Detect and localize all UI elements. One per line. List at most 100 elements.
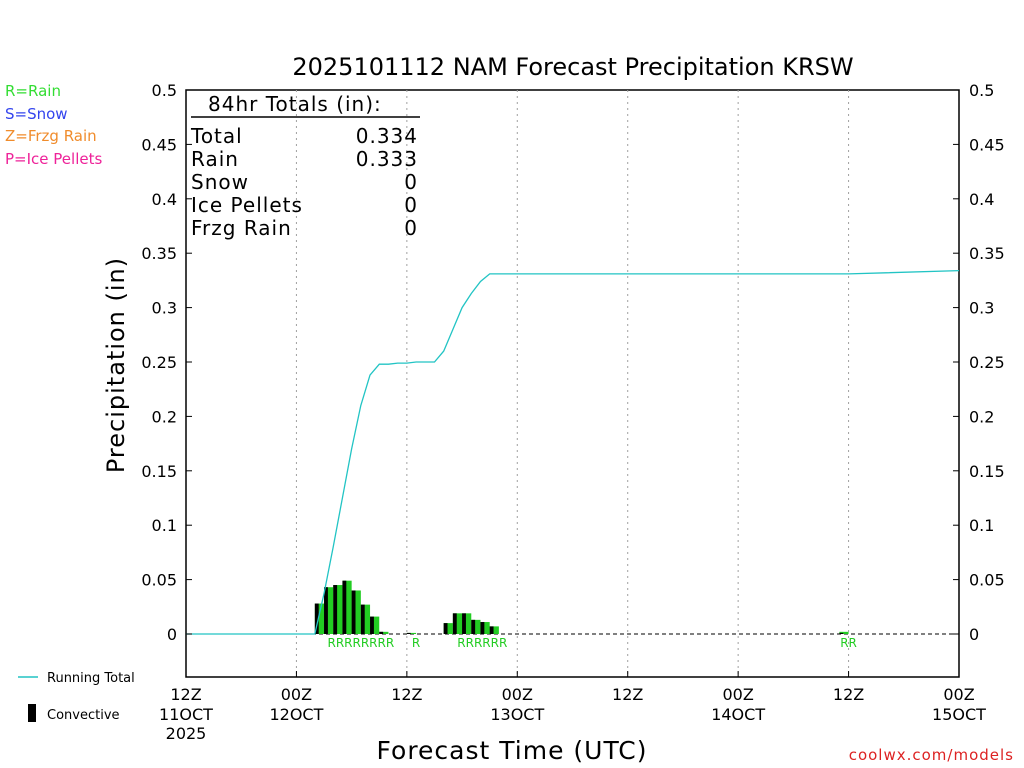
- legend-rain: R=Rain: [5, 82, 61, 100]
- convective-bar: [333, 585, 338, 634]
- y-tick-label-left: 0.25: [141, 353, 177, 372]
- y-tick-label-right: 0.2: [969, 407, 994, 426]
- running-total-line: [186, 269, 960, 635]
- y-tick-label-right: 0.4: [969, 190, 994, 209]
- totals-value: 0.334: [356, 124, 418, 148]
- legend-ice-pellets: P=Ice Pellets: [5, 150, 102, 168]
- legend-frzg-rain: Z=Frzg Rain: [5, 127, 97, 145]
- running-total-legend-label: Running Total: [47, 671, 135, 686]
- convective-bar: [379, 631, 384, 634]
- x-tick-label: 00Z: [502, 685, 533, 704]
- y-tick-label-left: 0.1: [152, 516, 177, 535]
- precip-type-label: RRRRRR: [457, 636, 507, 650]
- x-tick-date-label: 13OCT: [490, 705, 544, 724]
- totals-label: Frzg Rain: [191, 216, 292, 240]
- x-tick-year-label: 2025: [166, 724, 207, 743]
- x-tick-date-label: 12OCT: [269, 705, 323, 724]
- precip-bar: [342, 580, 352, 634]
- y-tick-label-left: 0.05: [141, 571, 177, 590]
- legend-snow: S=Snow: [5, 105, 68, 123]
- y-tick-label-right: 0.35: [969, 244, 1005, 263]
- precip-bar: [324, 587, 334, 634]
- precip-bar: [480, 622, 490, 634]
- running-total-series: [186, 269, 960, 635]
- x-gridlines: [186, 90, 959, 677]
- precip-bar: [452, 613, 463, 634]
- totals-box: 84hr Totals (in): Total 0.334 Rain 0.333 Sno…: [190, 92, 420, 240]
- precip-type-label: RRRRRRRR: [327, 636, 394, 650]
- y-axis-left: 0 0.05 0.1 0.15 0.2 0.25 0.3 0.35 0.4 0.45 0.5: [141, 81, 192, 644]
- totals-rows: Total 0.334 Rain 0.333 Snow 0 Ice Pellets 0 Frzg…: [190, 124, 418, 240]
- precip-bar: [333, 585, 343, 634]
- convective-bar: [839, 632, 844, 634]
- y-tick-label-right: 0.1: [969, 516, 994, 535]
- y-tick-label-left: 0: [167, 625, 177, 644]
- convective-bar: [314, 603, 319, 634]
- y-tick-label-right: 0.05: [969, 571, 1005, 590]
- y-tick-label-left: 0.45: [141, 135, 177, 154]
- totals-value: 0: [404, 170, 418, 194]
- totals-label: Rain: [191, 147, 239, 171]
- x-tick-date-label: 15OCT: [932, 705, 986, 724]
- convective-bar: [342, 580, 347, 634]
- convective-bar: [324, 587, 328, 634]
- precip-bars: [314, 580, 849, 634]
- totals-value: 0: [404, 193, 418, 217]
- totals-label: Snow: [191, 170, 249, 194]
- convective-bar: [462, 613, 466, 634]
- precip-bar: [406, 632, 417, 634]
- precip-bar: [314, 603, 325, 634]
- precip-bar: [360, 604, 371, 634]
- credit-text: coolwx.com/models: [849, 746, 1014, 764]
- totals-label: Ice Pellets: [191, 193, 303, 217]
- y-tick-label-left: 0.2: [152, 407, 177, 426]
- convective-bar: [489, 626, 494, 634]
- precip-type-label: R: [412, 636, 420, 650]
- x-tick-label: 12Z: [833, 685, 864, 704]
- y-tick-label-left: 0.15: [141, 462, 177, 481]
- convective-bar: [406, 632, 411, 634]
- y-axis-label: Precipitation (in): [102, 257, 130, 473]
- precip-bar: [471, 619, 481, 634]
- y-tick-label-right: 0.3: [969, 299, 994, 318]
- y-tick-label-left: 0.4: [152, 190, 177, 209]
- x-axis-label: Forecast Time (UTC): [377, 736, 648, 765]
- plot-frame: [185, 89, 960, 678]
- convective-legend-swatch: [28, 704, 36, 722]
- precip-type-legend: R=Rain S=Snow Z=Frzg Rain P=Ice Pellets: [5, 82, 102, 168]
- y-tick-label-right: 0.45: [969, 135, 1005, 154]
- precip-bar: [351, 590, 361, 634]
- totals-header: 84hr Totals (in):: [208, 92, 382, 116]
- convective-bar: [351, 590, 356, 634]
- y-tick-label-left: 0.3: [152, 299, 177, 318]
- y-tick-label-left: 0.5: [152, 81, 177, 100]
- y-tick-label-left: 0.35: [141, 244, 177, 263]
- totals-value: 0: [404, 216, 418, 240]
- convective-bar: [443, 623, 448, 634]
- precip-bar: [489, 626, 499, 634]
- y-axis-right: 0 0.05 0.1 0.15 0.2 0.25 0.3 0.35 0.4 0.45 0.5: [953, 81, 1005, 644]
- x-tick-label: 12Z: [170, 685, 201, 704]
- x-tick-label: 00Z: [722, 685, 753, 704]
- x-tick-label: 00Z: [943, 685, 974, 704]
- precip-bar: [839, 631, 849, 634]
- x-tick-label: 12Z: [391, 685, 422, 704]
- precip-bar: [370, 616, 380, 634]
- x-tick-date-label: 11OCT: [159, 705, 213, 724]
- x-tick-date-label: 14OCT: [711, 705, 765, 724]
- convective-bar: [471, 619, 476, 634]
- precip-type-labels: RRRRRRRR R RRRRRR RR: [327, 636, 856, 650]
- totals-label: Total: [190, 124, 243, 148]
- y-tick-label-right: 0.5: [969, 81, 994, 100]
- y-tick-label-right: 0: [969, 625, 979, 644]
- x-tick-label: 12Z: [612, 685, 643, 704]
- chart-title: 2025101112 NAM Forecast Precipitation KR…: [292, 53, 853, 81]
- convective-bar: [480, 622, 485, 634]
- y-tick-label-right: 0.15: [969, 462, 1005, 481]
- convective-bar: [370, 616, 374, 634]
- precip-bar: [462, 613, 472, 634]
- convective-legend-label: Convective: [47, 708, 120, 723]
- convective-bar: [452, 613, 457, 634]
